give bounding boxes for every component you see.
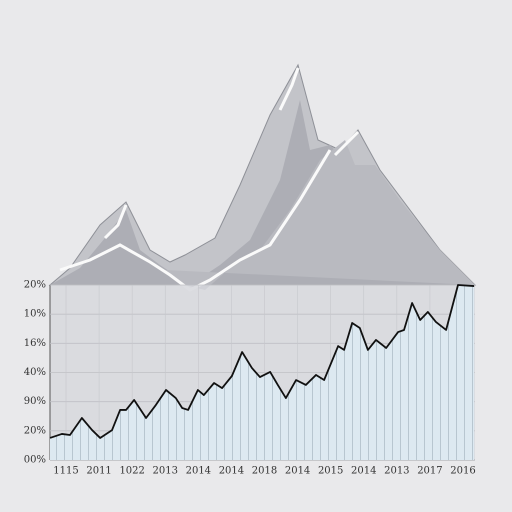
y-tick-label: 40% xyxy=(24,367,46,378)
mountain-illustration xyxy=(48,63,477,292)
y-tick-label: 20% xyxy=(24,280,46,291)
area xyxy=(50,285,475,460)
x-tick-label: 2011 xyxy=(86,466,111,477)
y-tick-label: 00% xyxy=(24,455,46,466)
y-tick-label: 90% xyxy=(24,396,46,407)
y-tick-label: 16% xyxy=(24,338,46,349)
y-tick-label: 20% xyxy=(24,425,46,436)
x-tick-label: 2016 xyxy=(450,466,475,477)
x-tick-label: 2013 xyxy=(153,466,178,477)
y-tick-label: 10% xyxy=(24,309,46,320)
x-tick-label: 2018 xyxy=(252,466,277,477)
x-tick-label: 2014 xyxy=(219,466,244,477)
line xyxy=(49,284,475,439)
x-tick-label: 2017 xyxy=(417,466,442,477)
x-tick-label: 2014 xyxy=(351,466,376,477)
x-tick-label: 2014 xyxy=(186,466,211,477)
x-tick-label: 1115 xyxy=(53,466,78,477)
x-tick-label: 1022 xyxy=(119,466,144,477)
x-tick-label: 2014 xyxy=(285,466,310,477)
x-tick-label: 2015 xyxy=(318,466,343,477)
x-tick-label: 2013 xyxy=(384,466,409,477)
